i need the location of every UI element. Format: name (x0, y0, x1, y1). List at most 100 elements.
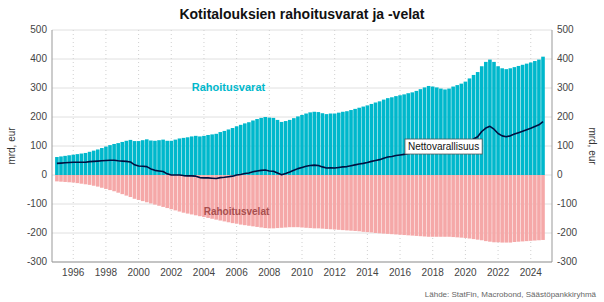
bar (227, 129, 231, 175)
bar (296, 116, 300, 175)
series-label: Nettovarallisuus (408, 141, 479, 152)
bar (259, 175, 263, 227)
bar (451, 87, 455, 175)
bar (219, 132, 223, 175)
bar (157, 175, 161, 206)
bar (390, 175, 394, 234)
y2-tick-label: -200 (557, 227, 577, 238)
x-tick-label: 2004 (193, 267, 216, 278)
bar (280, 122, 284, 175)
bar (120, 175, 124, 194)
bar (488, 175, 492, 242)
bar (361, 175, 365, 232)
bar (276, 175, 280, 228)
bar (76, 175, 80, 183)
bar (55, 175, 59, 181)
bar (439, 89, 443, 175)
series-label: Rahoitusvelat (204, 206, 270, 217)
bar (288, 120, 292, 175)
bar (125, 141, 129, 175)
bar (492, 175, 496, 242)
bar (268, 118, 272, 175)
bar (492, 62, 496, 175)
bar (447, 89, 451, 175)
bar (169, 141, 173, 175)
bar (96, 175, 100, 187)
bar (529, 62, 533, 175)
bar (80, 154, 84, 175)
bar (71, 175, 75, 183)
axes: -300-200-1000100200300400500-300-200-100… (27, 24, 577, 278)
bar (455, 85, 459, 175)
bar (157, 140, 161, 175)
bar (464, 175, 468, 238)
series-labels: RahoitusvaratRahoitusvelatNettovarallisu… (192, 81, 482, 217)
x-tick-label: 2018 (422, 267, 445, 278)
bar (116, 175, 120, 193)
bar (333, 114, 337, 175)
bar (145, 175, 149, 202)
bar (129, 140, 133, 175)
bar (92, 151, 96, 175)
bar (370, 175, 374, 232)
bar (76, 154, 80, 175)
bar (243, 175, 247, 225)
bar (353, 175, 357, 231)
y-tick-label: 200 (30, 111, 47, 122)
bar (357, 175, 361, 231)
bar (337, 113, 341, 175)
bar (141, 175, 145, 201)
bar (88, 152, 92, 175)
chart-container: -300-200-1000100200300400500-300-200-100… (0, 0, 604, 302)
y-tick-label: 0 (41, 169, 47, 180)
bar (333, 175, 337, 230)
grid (52, 30, 552, 262)
bar (460, 84, 464, 175)
bar (537, 175, 541, 240)
bar (186, 175, 190, 214)
bar (169, 175, 173, 209)
bar (337, 175, 341, 230)
y-axis-line (52, 30, 53, 262)
bar (402, 175, 406, 235)
bar (325, 175, 329, 229)
bar (96, 149, 100, 175)
bar (255, 175, 259, 227)
bar (484, 62, 488, 175)
bar (67, 175, 71, 182)
source: Lähde: StatFin, Macrobond, Säästöpankkir… (425, 290, 597, 299)
bar (145, 139, 149, 175)
bar (517, 175, 521, 242)
bar (378, 175, 382, 233)
bar (182, 138, 186, 175)
bar (329, 114, 333, 175)
bar (366, 105, 370, 175)
bar (120, 142, 124, 175)
bar (243, 123, 247, 175)
bar (504, 69, 508, 175)
bar (423, 87, 427, 175)
bar (186, 137, 190, 175)
y-axis-label: mrd, eur (6, 127, 17, 165)
grid-line-x (73, 30, 74, 262)
bar (137, 141, 141, 175)
bar (276, 120, 280, 175)
bar (63, 156, 67, 175)
bar (415, 175, 419, 236)
bar (533, 61, 537, 175)
bar (484, 175, 488, 241)
bar (410, 92, 414, 175)
bar (366, 175, 370, 232)
bar (92, 175, 96, 186)
bar (431, 175, 435, 237)
bar (174, 175, 178, 210)
bar (263, 175, 267, 228)
bar (137, 175, 141, 200)
bar (129, 175, 133, 197)
y-tick-label: -100 (27, 198, 47, 209)
y-tick-label: -300 (27, 256, 47, 267)
bar (317, 175, 321, 228)
bar (480, 66, 484, 175)
bar (292, 118, 296, 175)
y2-tick-label: 500 (557, 24, 574, 35)
